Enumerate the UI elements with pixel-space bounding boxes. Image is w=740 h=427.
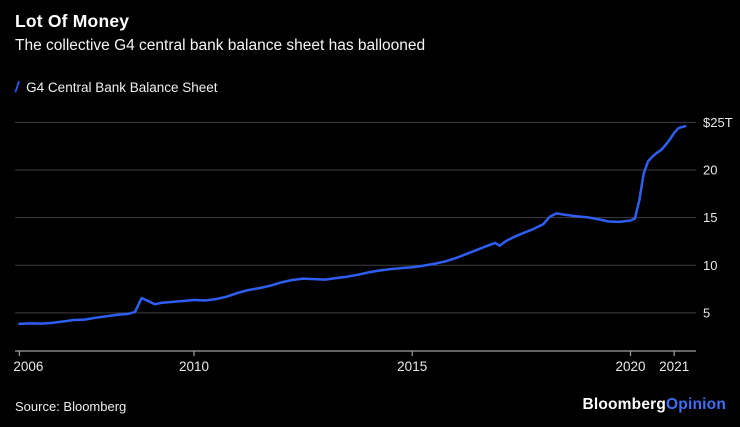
- svg-text:$25T: $25T: [703, 115, 733, 130]
- chart-title: Lot Of Money: [15, 11, 130, 31]
- logo-bloomberg: Bloomberg: [582, 396, 667, 413]
- svg-text:20: 20: [703, 163, 717, 178]
- chart-subtitle: The collective G4 central bank balance s…: [15, 37, 426, 54]
- svg-text:2020: 2020: [615, 359, 645, 374]
- svg-text:2015: 2015: [397, 359, 427, 374]
- logo-opinion: Opinion: [666, 396, 726, 413]
- svg-text:15: 15: [703, 210, 717, 225]
- svg-text:10: 10: [703, 258, 717, 273]
- balance-sheet-line-chart: 5 10 15 20 $25T 2006 2010 2015 2020 2021: [13, 115, 733, 374]
- svg-text:5: 5: [703, 305, 710, 320]
- svg-text:2010: 2010: [179, 359, 209, 374]
- svg-text:2021: 2021: [659, 359, 689, 374]
- svg-text:2006: 2006: [13, 359, 43, 374]
- bloomberg-opinion-logo: BloombergOpinion: [582, 396, 726, 414]
- source-attribution: Source: Bloomberg: [15, 399, 127, 414]
- chart-legend: / G4 Central Bank Balance Sheet: [13, 79, 218, 96]
- series-slash-icon: /: [13, 79, 21, 96]
- legend-series-label: G4 Central Bank Balance Sheet: [26, 80, 218, 95]
